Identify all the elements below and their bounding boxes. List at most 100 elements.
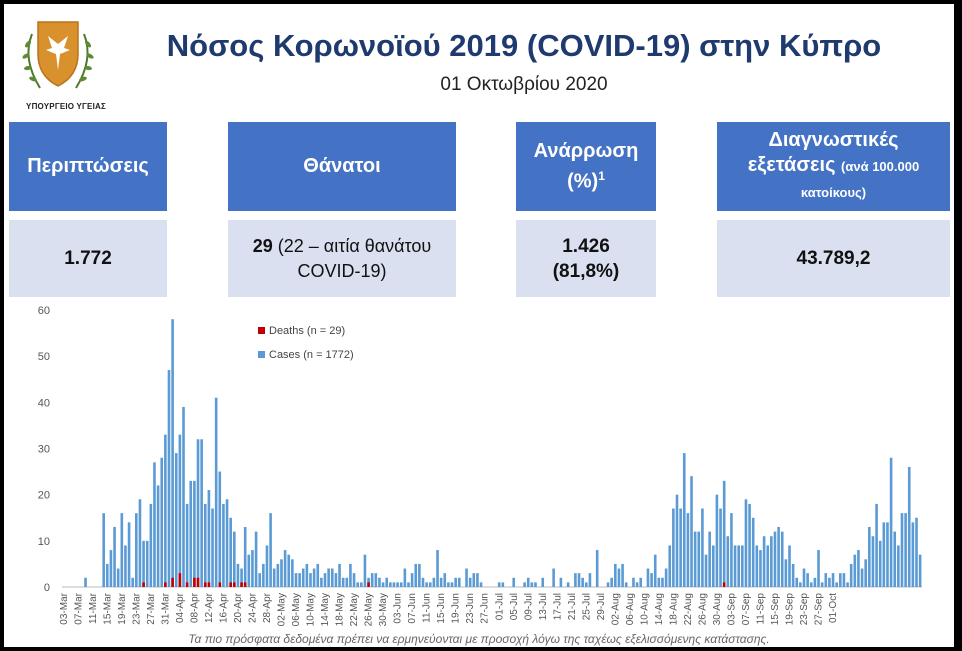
cases-bar [425,582,428,587]
cases-bar [392,582,396,587]
x-tick-label: 19-Mar [117,592,128,624]
cases-bar [838,573,842,587]
y-tick-label: 10 [38,536,50,548]
x-tick-label: 02-May [277,593,288,626]
tests-label-detail: (ανά 100.000 κατοίκους) [800,159,920,200]
x-tick-label: 08-Apr [189,592,200,623]
cases-bar [403,568,407,587]
deaths-bar [229,582,232,587]
cases-bar [233,531,236,587]
cases-bar [298,573,301,587]
cases-bar [730,513,733,587]
cases-value: 1.772 [64,248,112,269]
tests-header: Διαγνωστικές εξετάσεις (ανά 100.000 κατο… [717,122,950,211]
cases-bar [726,536,730,587]
cases-bar [835,582,838,587]
recovery-header: Ανάρρωση (%)1 [516,122,656,211]
cases-bar [127,522,131,587]
cases-bar [581,577,584,587]
cases-bar [236,563,240,587]
cases-bar [639,577,643,587]
cases-bar [432,577,436,587]
y-tick-label: 20 [38,490,50,502]
legend-cases-swatch [258,351,265,358]
cases-bar [708,531,711,587]
cases-bar [396,582,399,587]
cases-bar [316,563,320,587]
cases-bar [251,550,254,587]
x-tick-label: 05-Jul [509,593,520,620]
cases-bar [646,568,650,587]
cases-bar [309,573,312,587]
cases-bar [806,573,809,587]
recovery-label: Ανάρρωση (%) [533,139,639,193]
cyprus-emblem-icon: ΥΠΟΥΡΓΕΙΟ ΥΓΕΙΑΣ [12,14,106,111]
cases-bar [733,545,737,587]
cases-bar [864,559,867,587]
chart-legend: Deaths (n = 29) Cases (n = 1772) [258,325,354,361]
cases-bar [693,531,697,587]
cases-bar [650,573,653,587]
recovery-footnote-marker: 1 [598,168,605,183]
cases-bar [668,545,672,587]
cases-bar [813,577,817,587]
cases-bar [809,582,813,587]
cases-bar [258,573,262,587]
cases-value-box: 1.772 [9,220,167,297]
cases-bar [770,536,773,587]
cases-bar [472,573,476,587]
x-tick-label: 06-Aug [625,593,636,625]
cases-bar [846,582,849,587]
cases-bar [621,563,624,587]
cases-bar [447,582,450,587]
cases-bar [614,563,617,587]
cases-bar [145,540,149,587]
x-tick-label: 26-May [364,593,375,626]
cases-bar [457,577,461,587]
cases-bar [378,577,381,587]
x-tick-label: 03-Sep [726,593,737,626]
tests-value: 43.789,2 [796,248,871,269]
x-tick-label: 06-May [291,593,302,626]
cases-bar [135,513,138,587]
y-tick-label: 60 [38,305,50,317]
cases-bar [418,563,421,587]
cases-bar [882,522,886,587]
x-tick-label: 15-Jun [436,593,447,624]
cases-bar [124,545,127,587]
cases-bar [795,577,799,587]
x-tick-label: 17-Jul [552,593,563,620]
cases-bar [211,508,214,587]
cases-bar [385,577,389,587]
tests-value-box: 43.789,2 [717,220,950,297]
cases-bar [534,582,537,587]
legend-deaths-swatch [258,327,265,334]
cases-bar [454,577,457,587]
dashboard: ΥΠΟΥΡΓΕΙΟ ΥΓΕΙΑΣ Νόσος Κορωνοϊού 2019 (C… [4,4,954,647]
cases-bar [370,573,374,587]
x-tick-label: 23-Mar [131,592,142,624]
x-tick-label: 25-Jul [581,593,592,620]
deaths-label: Θάνατοι [303,155,381,177]
cases-bar [450,582,454,587]
recovery-percent: (81,8%) [552,260,620,282]
x-tick-label: 11-Sep [756,593,767,625]
deaths-bar [240,582,243,587]
cases-bar [759,550,762,587]
deaths-header: Θάνατοι [228,122,456,211]
cases-bar [327,568,330,587]
cases-bar [802,568,806,587]
cases-bar [632,577,635,587]
x-tick-label: 30-Aug [712,593,723,625]
cases-bar [911,522,915,587]
cases-bar [479,582,483,587]
cases-bar [341,577,345,587]
deaths-value: 29 [252,235,273,256]
cases-bar [465,568,468,587]
deaths-bar [142,582,145,587]
x-tick-label: 30-May [378,593,389,626]
cases-bar [374,573,378,587]
cases-bar [171,319,174,587]
cases-bar [352,573,356,587]
x-tick-label: 27-Mar [146,592,157,624]
